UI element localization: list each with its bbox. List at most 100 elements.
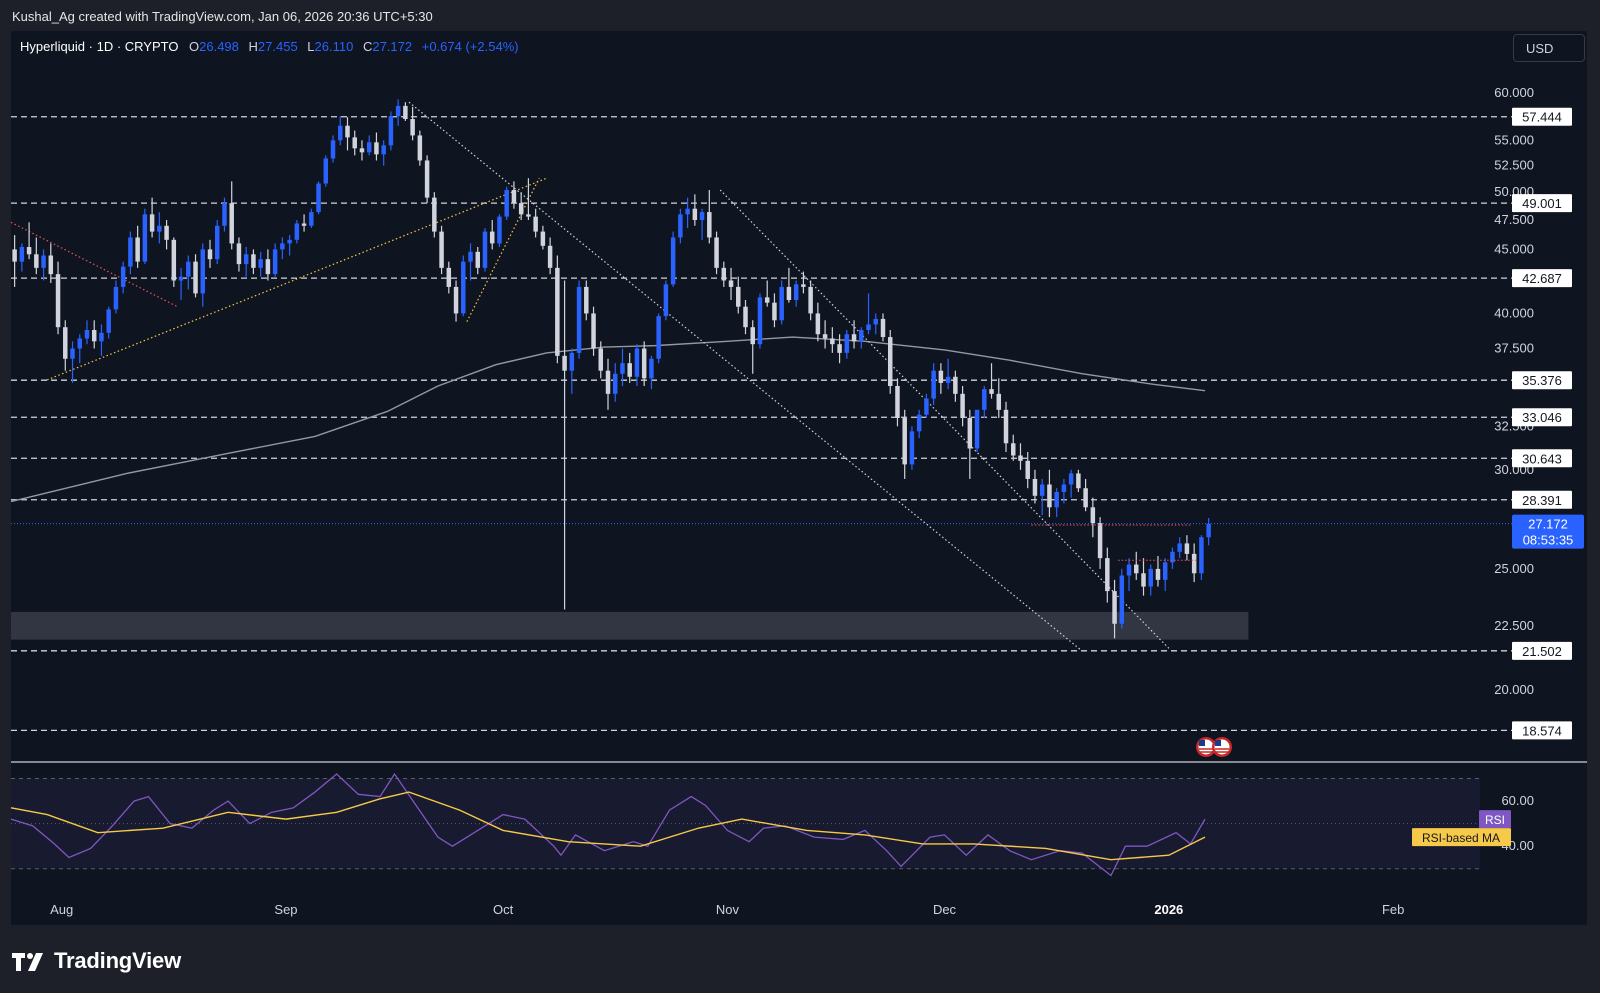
candle[interactable] [482,228,488,272]
candle[interactable] [186,255,191,290]
price-axis[interactable]: 60.00055.00052.50050.00047.50045.00040.0… [1494,85,1584,740]
candle[interactable] [996,378,1002,418]
candle[interactable] [1032,469,1038,504]
candle[interactable] [989,363,994,399]
candle[interactable] [714,231,719,275]
candle[interactable] [656,313,661,364]
candle[interactable] [171,237,177,287]
candle[interactable] [128,231,133,275]
candle[interactable] [200,243,206,307]
candle[interactable] [366,135,372,156]
candle[interactable] [598,341,604,379]
candle[interactable] [1047,469,1052,518]
candle[interactable] [323,155,329,187]
candle[interactable] [822,320,828,349]
candle[interactable] [374,132,379,161]
us-flag-icon-2[interactable] [1212,737,1232,757]
candle[interactable] [837,334,842,364]
candle[interactable] [670,231,676,287]
candle[interactable] [808,280,813,321]
candle[interactable] [410,106,415,141]
candle[interactable] [721,261,727,287]
candle[interactable] [461,255,466,317]
candle[interactable] [243,247,249,277]
candle[interactable] [1199,535,1204,580]
candle[interactable] [815,302,821,342]
candle[interactable] [779,280,784,325]
candle[interactable] [859,327,864,349]
candle[interactable] [497,214,502,248]
candle[interactable] [19,243,25,272]
candle[interactable] [251,249,256,275]
candle[interactable] [26,222,32,260]
candle[interactable] [77,334,82,364]
candle[interactable] [258,251,263,277]
candle[interactable] [1126,558,1132,592]
candle[interactable] [70,341,75,383]
candle[interactable] [453,280,459,322]
candle[interactable] [801,271,806,294]
candle[interactable] [953,370,958,402]
candle[interactable] [1119,568,1125,629]
candle[interactable] [1097,517,1103,569]
candle[interactable] [214,220,220,265]
candle[interactable] [55,261,61,335]
candle[interactable] [620,348,625,387]
candle[interactable] [1054,488,1059,518]
candle[interactable] [1105,547,1110,603]
candle[interactable] [1184,535,1190,561]
candle[interactable] [851,320,857,349]
candle[interactable] [1112,579,1117,639]
candle[interactable] [424,155,430,204]
candle[interactable] [931,363,936,405]
candle[interactable] [222,197,227,232]
candle[interactable] [533,208,538,238]
candle[interactable] [830,327,835,353]
candle[interactable] [757,293,763,349]
candle[interactable] [772,293,777,328]
candle[interactable] [793,280,799,307]
candle[interactable] [207,239,213,268]
candle[interactable] [395,99,401,126]
candle[interactable] [569,348,575,394]
candle[interactable] [1191,543,1197,583]
us-flag-icon[interactable] [1196,737,1216,757]
candle[interactable] [84,320,90,345]
candle[interactable] [120,261,126,294]
candle[interactable] [41,249,46,281]
candle[interactable] [627,352,632,383]
candle[interactable] [764,280,770,307]
candle[interactable] [605,358,611,410]
candle[interactable] [699,208,705,240]
tradingview-logo[interactable]: TradingView [12,948,181,974]
candle[interactable] [446,261,452,294]
trendline[interactable] [408,101,1083,652]
candle[interactable] [526,178,531,221]
candle[interactable] [555,255,560,364]
candle[interactable] [149,197,155,238]
candle[interactable] [316,181,321,215]
candle[interactable] [113,280,119,314]
rsi-ma-line[interactable] [10,791,1206,861]
candle[interactable] [1025,451,1030,489]
candle[interactable] [1083,478,1088,512]
candle[interactable] [381,140,386,166]
candle[interactable] [945,358,951,390]
candles[interactable] [12,99,1211,639]
candle[interactable] [562,280,567,610]
event-flags[interactable] [1196,737,1232,757]
candle[interactable] [63,320,68,371]
candle[interactable] [309,208,314,229]
candle[interactable] [736,276,741,314]
candle[interactable] [359,140,365,161]
candle[interactable] [1076,469,1081,492]
candle[interactable] [750,320,755,374]
candle[interactable] [265,249,271,281]
trendline[interactable] [46,177,547,381]
trendline[interactable] [719,189,1170,649]
candle[interactable] [584,280,589,321]
candle[interactable] [99,324,104,356]
candle[interactable] [866,293,871,335]
